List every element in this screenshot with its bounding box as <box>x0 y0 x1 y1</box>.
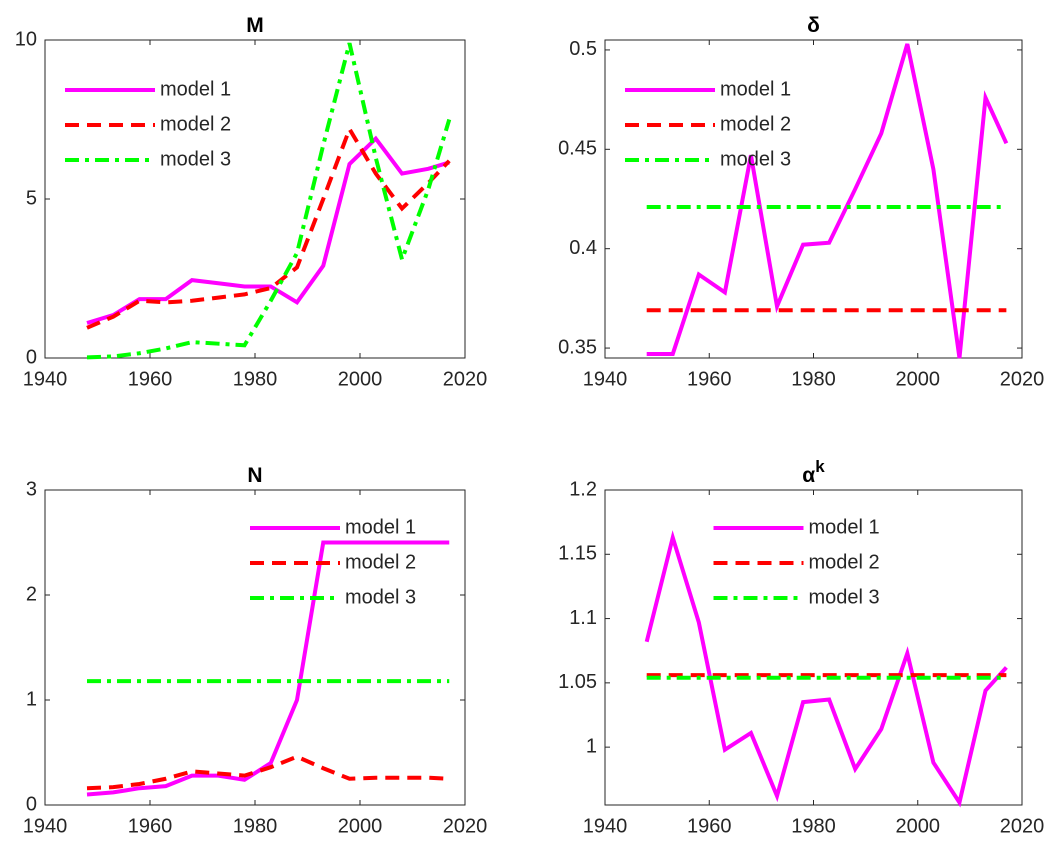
subplot-title: αk <box>802 457 825 486</box>
subplot: αk 1940 1960 1980 2000 2020 1 1.05 1.1 1.15 1.2 mod… <box>558 457 1044 837</box>
x-tick-label: 1960 <box>128 815 173 837</box>
y-tick-label: 1.15 <box>558 543 597 565</box>
x-tick-label: 1980 <box>791 815 836 837</box>
legend-label: model 3 <box>720 148 791 170</box>
title-text: α <box>802 464 815 487</box>
y-tick-label: 1.2 <box>569 478 597 500</box>
x-tick-label: 1980 <box>233 815 278 837</box>
title-text: N <box>247 464 262 487</box>
subplot-title: N <box>247 464 262 487</box>
x-tick-label: 2000 <box>896 368 941 390</box>
legend-label: model 1 <box>720 78 791 100</box>
x-tick-label: 1940 <box>583 815 628 837</box>
subplot: M 1940 1960 1980 2000 2020 0 5 10 model 1 model 2 m… <box>15 14 488 391</box>
x-tick-label: 2020 <box>443 815 488 837</box>
y-tick-label: 0.4 <box>569 237 597 259</box>
title-superscript: k <box>815 457 825 476</box>
x-tick-label: 2020 <box>1000 815 1045 837</box>
y-tick-label: 0.45 <box>558 138 597 160</box>
x-tick-label: 1960 <box>687 368 732 390</box>
y-tick-label: 10 <box>15 28 37 50</box>
subplot: δ 1940 1960 1980 2000 2020 0.35 0.4 0.45 0.5 model… <box>558 14 1044 391</box>
x-tick-label: 1940 <box>23 368 68 390</box>
legend-label: model 3 <box>809 586 880 608</box>
legend-label: model 2 <box>160 113 231 135</box>
legend-label: model 3 <box>345 586 416 608</box>
x-tick-label: 1940 <box>23 815 68 837</box>
y-tick-label: 0 <box>26 793 37 815</box>
legend-label: model 2 <box>720 113 791 135</box>
x-tick-label: 2000 <box>338 368 383 390</box>
y-tick-label: 5 <box>26 187 37 209</box>
x-tick-label: 2020 <box>443 368 488 390</box>
data-line <box>644 530 1008 808</box>
x-tick-label: 1980 <box>791 368 836 390</box>
data-line <box>86 540 450 797</box>
y-tick-label: 0 <box>26 346 37 368</box>
legend-label: model 3 <box>160 148 231 170</box>
y-tick-label: 1 <box>586 735 597 757</box>
x-tick-label: 2020 <box>1000 368 1045 390</box>
x-tick-label: 1960 <box>128 368 173 390</box>
title-text: M <box>246 14 264 37</box>
x-tick-label: 1980 <box>233 368 278 390</box>
x-tick-label: 1940 <box>583 368 628 390</box>
x-tick-label: 2000 <box>896 815 941 837</box>
title-text: δ <box>807 14 820 37</box>
data-line <box>646 43 1009 359</box>
y-tick-label: 0.35 <box>558 336 597 358</box>
subplot-title: M <box>246 14 264 37</box>
legend-label: model 1 <box>345 516 416 538</box>
legend-label: model 2 <box>809 551 880 573</box>
x-tick-label: 2000 <box>338 815 383 837</box>
data-line <box>86 135 450 325</box>
y-tick-label: 1.1 <box>569 607 597 629</box>
y-tick-label: 2 <box>26 583 37 605</box>
legend-label: model 2 <box>345 551 416 573</box>
y-tick-label: 1 <box>26 688 37 710</box>
y-tick-label: 3 <box>26 478 37 500</box>
data-line <box>86 754 450 791</box>
data-line <box>86 124 451 330</box>
x-tick-label: 1960 <box>687 815 732 837</box>
y-tick-label: 0.5 <box>569 38 597 60</box>
subplot: N 1940 1960 1980 2000 2020 0 1 2 3 model 1 model 2 m… <box>23 464 488 838</box>
axes-box <box>44 39 466 359</box>
legend-label: model 1 <box>160 78 231 100</box>
subplot-title: δ <box>807 14 820 37</box>
y-tick-label: 1.05 <box>558 671 597 693</box>
data-line <box>86 42 452 360</box>
legend-label: model 1 <box>809 516 880 538</box>
